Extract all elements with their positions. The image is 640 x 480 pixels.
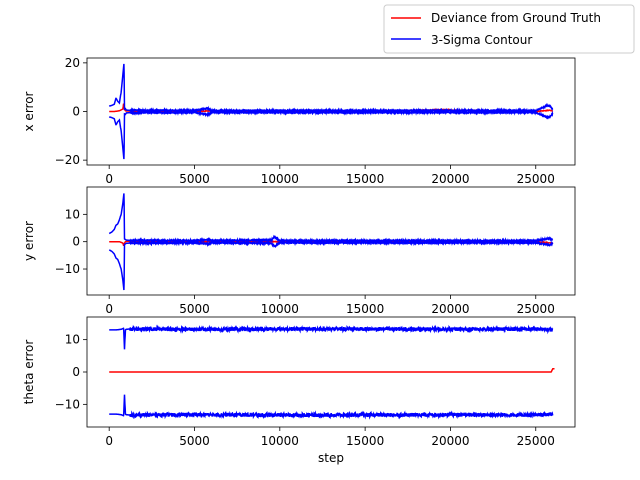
x-tick-label: 20000 <box>431 172 469 186</box>
series-sigma-upper <box>108 63 554 114</box>
x-tick-label: 5000 <box>179 302 210 316</box>
y-tick-label: 0 <box>72 365 80 379</box>
x-tick-label: 0 <box>105 172 113 186</box>
x-tick-label: 10000 <box>261 172 299 186</box>
subplot-3: 0 5000 10000 15000 20000 25000 −10 0 10 theta err… <box>22 316 576 465</box>
x-tick-label: 15000 <box>346 172 384 186</box>
x-tick-label: 0 <box>105 434 113 448</box>
x-tick-label: 20000 <box>431 434 469 448</box>
y-tick-label: −10 <box>55 397 80 411</box>
y-tick-label: 0 <box>72 105 80 119</box>
y-axis-label: y error <box>22 221 36 261</box>
series-sigma-lower <box>109 394 554 420</box>
plot-area <box>109 324 555 420</box>
x-tick-label: 25000 <box>517 302 555 316</box>
plot-area <box>108 193 554 291</box>
y-axis-label: x error <box>22 91 36 131</box>
legend-label-sigma: 3-Sigma Contour <box>431 33 532 47</box>
y-tick-label: −10 <box>55 262 80 276</box>
x-tick-label: 10000 <box>261 434 299 448</box>
legend: Deviance from Ground Truth 3-Sigma Conto… <box>383 4 635 54</box>
series-sigma-lower <box>108 239 554 291</box>
series-sigma-upper <box>109 324 554 350</box>
series-sigma-upper <box>108 193 554 245</box>
y-tick-label: 10 <box>65 333 80 347</box>
subplot-2: 0 5000 10000 15000 20000 25000 −10 0 10 y error <box>22 186 576 316</box>
y-tick-label: −20 <box>55 153 80 167</box>
series-deviance <box>109 368 555 373</box>
x-tick-label: 0 <box>105 302 113 316</box>
x-axis-label: step <box>318 451 344 465</box>
y-axis-label: theta error <box>22 340 36 405</box>
x-tick-label: 5000 <box>179 434 210 448</box>
plot-area <box>108 63 554 160</box>
y-tick-label: 0 <box>72 235 80 249</box>
legend-label-deviance: Deviance from Ground Truth <box>431 11 601 25</box>
x-tick-label: 15000 <box>346 434 384 448</box>
x-tick-label: 25000 <box>517 172 555 186</box>
x-tick-label: 25000 <box>517 434 555 448</box>
series-sigma-lower <box>108 109 554 160</box>
y-tick-label: 10 <box>65 207 80 221</box>
x-tick-label: 15000 <box>346 302 384 316</box>
legend-box <box>383 4 635 54</box>
x-tick-label: 20000 <box>431 302 469 316</box>
axes-frame <box>86 186 576 296</box>
subplot-1: 0 5000 10000 15000 20000 25000 −20 0 20 x error <box>22 56 576 186</box>
x-tick-label: 5000 <box>179 172 210 186</box>
x-tick-label: 10000 <box>261 302 299 316</box>
y-tick-label: 20 <box>65 56 80 70</box>
